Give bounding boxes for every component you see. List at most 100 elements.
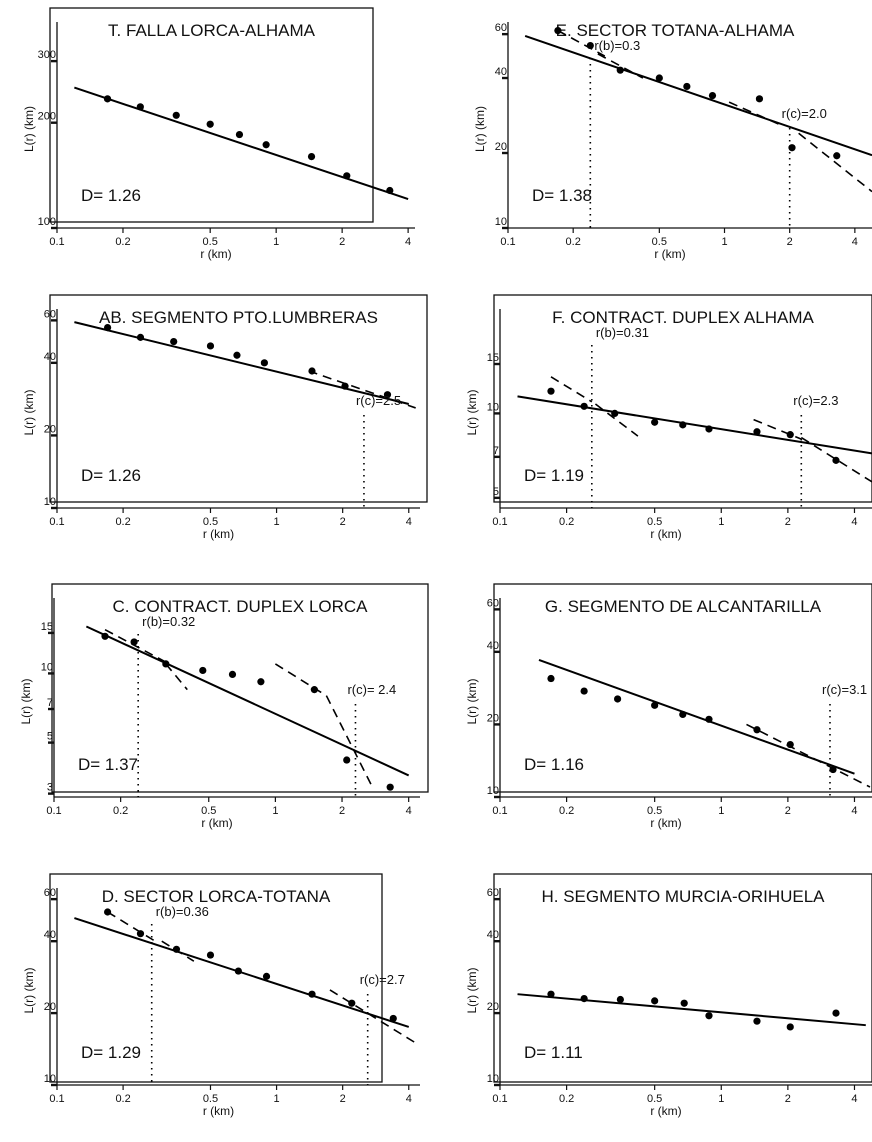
data-point: [130, 638, 138, 646]
data-point: [580, 402, 588, 410]
fit-line: [74, 86, 409, 200]
panel-frame: [49, 7, 374, 223]
y-tick-label: 60: [487, 887, 499, 899]
y-axis-label: L(r) (km): [465, 390, 479, 436]
cutoff-annotation: r(b)=0.36: [156, 904, 209, 919]
break-line: [753, 418, 802, 440]
panel-frame: [51, 583, 429, 793]
x-tick-label: 0.1: [492, 1093, 507, 1105]
chart-panel-g: G. SEGMENTO DE ALCANTARILLA 0.1 0.2 0.5 1 2 4 1…: [465, 583, 872, 830]
x-tick-label: 0.1: [492, 516, 507, 528]
break-line: [594, 403, 639, 437]
y-axis-label: L(r) (km): [22, 968, 36, 1014]
x-tick-label: 0.5: [201, 805, 216, 817]
data-point: [547, 990, 555, 998]
data-point: [136, 103, 144, 111]
x-tick-label: 1: [721, 236, 727, 248]
x-tick-label: 1: [274, 516, 280, 528]
x-tick-label: 0.2: [559, 1093, 574, 1105]
data-point: [262, 972, 271, 980]
x-tick-label: 0.1: [49, 1093, 64, 1105]
break-line: [165, 663, 188, 691]
y-axis-label: L(r) (km): [22, 390, 36, 436]
panel-title: G. SEGMENTO DE ALCANTARILLA: [545, 597, 822, 616]
x-tick-label: 0.5: [203, 1093, 218, 1105]
x-tick-label: 1: [273, 236, 279, 248]
panel-title: E. SECTOR TOTANA-ALHAMA: [556, 21, 795, 40]
break-line: [557, 29, 606, 57]
data-point: [343, 756, 351, 764]
data-point: [101, 632, 109, 640]
y-tick-label: 10: [487, 785, 499, 797]
x-tick-label: 1: [718, 805, 724, 817]
x-tick-label: 0.1: [49, 516, 64, 528]
chart-panel-e: E. SECTOR TOTANA-ALHAMA 0.1 0.2 0.5 1 2 4 10 20 4…: [473, 21, 872, 261]
x-axis-label: r (km): [203, 527, 234, 541]
y-tick-label: 5: [493, 486, 499, 498]
chart-panel-a: T. FALLA LORCA-ALHAMA 0.1 0.2 0.5 1 2 4 100 200 3…: [22, 7, 415, 261]
data-point: [136, 333, 145, 341]
panel-title: AB. SEGMENTO PTO.LUMBRERAS: [99, 308, 378, 327]
data-point: [788, 144, 796, 152]
y-tick-label: 7: [47, 697, 53, 709]
data-point: [389, 1014, 397, 1023]
y-tick-label: 20: [487, 1001, 499, 1013]
break-line: [728, 101, 781, 126]
panel-title: C. CONTRACT. DUPLEX LORCA: [112, 597, 368, 616]
data-point: [786, 1023, 794, 1031]
y-tick-label: 5: [47, 731, 53, 743]
data-point: [206, 120, 214, 128]
x-axis-label: r (km): [654, 247, 685, 261]
data-point: [786, 431, 794, 439]
fractal-dimension-label: D= 1.38: [532, 186, 592, 205]
x-tick-label: 4: [405, 236, 411, 248]
data-point: [655, 74, 663, 82]
data-point: [753, 1017, 761, 1025]
data-point: [616, 995, 624, 1004]
x-tick-label: 2: [340, 516, 346, 528]
fractal-dimension-label: D= 1.19: [524, 466, 584, 485]
x-tick-label: 0.2: [566, 236, 581, 248]
cutoff-annotation: r(c)=2.7: [360, 972, 405, 987]
panel-frame: [493, 583, 872, 793]
cutoff-annotation: r(c)=3.1: [822, 682, 867, 697]
chart-panel-c: C. CONTRACT. DUPLEX LORCA 0.1 0.2 0.5 1 2 4 3 5 7…: [19, 583, 429, 830]
x-tick-label: 0.5: [652, 236, 667, 248]
x-tick-label: 4: [406, 805, 412, 817]
break-line: [329, 989, 417, 1044]
y-tick-label: 20: [44, 1001, 56, 1013]
x-tick-label: 4: [851, 1093, 857, 1105]
data-point: [235, 130, 244, 139]
x-tick-label: 0.5: [647, 1093, 662, 1105]
data-point: [341, 382, 349, 390]
y-axis-label: L(r) (km): [473, 106, 487, 152]
x-tick-label: 2: [339, 805, 345, 817]
data-point: [260, 359, 268, 367]
chart-panel-f: F. CONTRACT. DUPLEX ALHAMA 0.1 0.2 0.5 1 2 4 5 7…: [465, 294, 872, 541]
y-tick-label: 40: [44, 351, 56, 363]
data-point: [786, 740, 794, 749]
x-tick-label: 2: [785, 516, 791, 528]
x-tick-label: 0.5: [203, 236, 218, 248]
panel-title: F. CONTRACT. DUPLEX ALHAMA: [552, 308, 814, 327]
x-tick-label: 4: [406, 516, 412, 528]
break-line: [325, 695, 372, 785]
data-point: [307, 153, 316, 161]
break-line: [308, 370, 416, 409]
data-point: [233, 351, 241, 359]
y-tick-label: 60: [44, 308, 56, 320]
data-point: [547, 387, 555, 395]
cutoff-annotation: r(b)=0.32: [142, 614, 195, 629]
x-tick-label: 0.2: [115, 236, 130, 248]
chart-panel-h: H. SEGMENTO MURCIA-ORIHUELA 0.1 0.2 0.5 1 2 4 1…: [465, 873, 872, 1118]
x-tick-label: 4: [852, 236, 858, 248]
cutoff-annotation: r(c)=2.5: [356, 393, 401, 408]
cutoff-annotation: r(c)=2.0: [782, 106, 827, 121]
data-point: [257, 678, 265, 686]
x-tick-label: 0.5: [203, 516, 218, 528]
data-point: [680, 999, 688, 1007]
data-point: [651, 418, 659, 426]
y-tick-label: 60: [487, 597, 499, 609]
fit-line: [538, 659, 855, 775]
